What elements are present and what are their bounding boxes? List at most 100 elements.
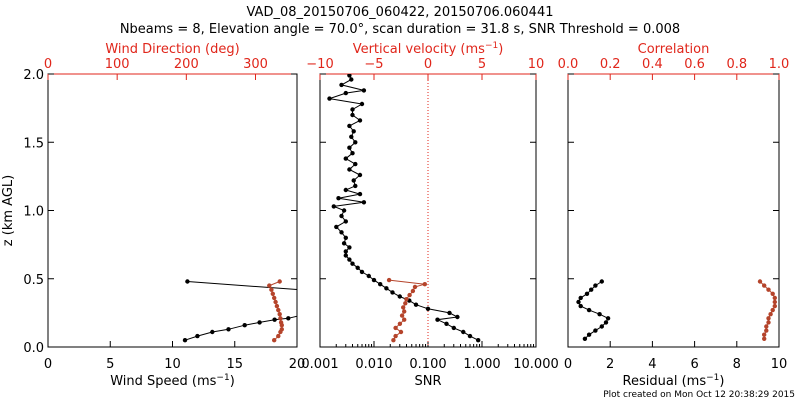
data-point	[331, 204, 336, 209]
data-point	[766, 320, 771, 325]
data-point	[267, 283, 272, 288]
top-tick-label: 0.2	[600, 57, 621, 72]
title-line-1: VAD_08_20150706_060422, 20150706.060441	[247, 5, 554, 20]
top-tick-label: 0	[424, 57, 432, 72]
data-point	[586, 307, 592, 313]
data-point	[272, 338, 277, 343]
top-tick-label: 300	[243, 57, 268, 72]
x-tick-label: 0.100	[409, 357, 446, 372]
data-point	[378, 282, 383, 287]
x-axis-label: Residual (ms−1)	[623, 373, 725, 389]
data-point	[447, 310, 452, 316]
data-point	[341, 208, 347, 213]
data-point	[226, 327, 231, 332]
data-point	[402, 317, 407, 322]
top-tick-label: 0.6	[684, 57, 705, 72]
data-point	[343, 249, 348, 254]
data-point	[339, 82, 344, 88]
x-tick-label: 10	[164, 357, 181, 372]
data-point	[772, 295, 777, 301]
data-point	[182, 338, 188, 343]
x-tick-label: 5	[106, 357, 114, 372]
data-point	[768, 312, 773, 317]
x-tick-label: 20	[289, 357, 306, 372]
data-point	[410, 288, 416, 294]
x-tick-label: 2	[606, 357, 614, 372]
top-tick-label: −10	[306, 57, 333, 72]
data-point	[276, 333, 281, 339]
data-point	[435, 317, 440, 322]
data-point	[413, 302, 419, 307]
data-point	[336, 196, 341, 201]
footer-timestamp: Plot created on Mon Oct 12 20:38:29 2015	[603, 390, 795, 400]
data-point	[361, 88, 367, 93]
data-point	[347, 245, 352, 250]
x-tick-label: 0	[44, 357, 52, 372]
y-tick-label: 0.5	[23, 273, 44, 288]
x-tick-label: 10	[771, 357, 788, 372]
plot-frame	[47, 73, 298, 348]
top-tick-label: 100	[105, 57, 130, 72]
data-point	[359, 101, 365, 107]
data-point	[327, 96, 332, 101]
data-point	[272, 317, 277, 322]
data-point	[401, 305, 406, 310]
data-point	[399, 313, 405, 318]
data-point	[279, 327, 284, 332]
y-tick-label: 0.0	[23, 341, 44, 356]
data-point	[277, 279, 282, 284]
x-tick-label: 0	[564, 357, 572, 372]
data-point	[403, 301, 408, 306]
data-point	[350, 151, 355, 156]
x-tick-label: 8	[733, 357, 741, 372]
data-point	[764, 324, 769, 329]
data-point	[366, 273, 371, 279]
series-line-vertical-velocity	[389, 279, 425, 341]
x-axis-label: SNR	[414, 374, 441, 389]
data-point	[603, 320, 609, 325]
data-point	[766, 287, 771, 292]
data-point	[467, 333, 473, 339]
data-point	[353, 183, 358, 189]
data-point	[357, 191, 363, 197]
data-point	[359, 269, 365, 275]
data-point	[599, 279, 604, 284]
data-point	[391, 338, 396, 343]
data-point	[597, 312, 602, 317]
data-point	[272, 295, 277, 301]
data-point	[269, 287, 274, 292]
top-tick-label: 0.8	[726, 57, 747, 72]
data-point	[451, 325, 456, 331]
data-point	[357, 118, 363, 123]
data-point	[393, 333, 398, 339]
data-point	[371, 277, 377, 283]
top-tick-label: 200	[174, 57, 199, 72]
data-point	[770, 291, 775, 296]
x-axis-label: Wind Speed (ms−1)	[110, 373, 235, 389]
data-point	[764, 328, 769, 333]
data-point	[339, 213, 344, 219]
series-group	[182, 279, 297, 343]
data-point	[407, 292, 412, 298]
data-point	[343, 253, 348, 258]
top-tick-label: 0	[44, 57, 52, 72]
data-point	[393, 325, 398, 331]
data-point	[257, 320, 262, 325]
data-point	[476, 338, 481, 343]
data-point	[349, 77, 354, 82]
x-tick-label: 6	[690, 357, 698, 372]
data-point	[341, 241, 347, 246]
data-point	[444, 321, 449, 326]
panel-residual: 0 2 4 6 8 10 Residual (ms−1) 0.0 0.2 0.4 0.6 0.8 1.0…	[558, 42, 790, 389]
data-point	[766, 316, 771, 321]
data-point	[347, 123, 352, 129]
data-point	[185, 279, 190, 284]
x-tick-label: 4	[648, 357, 656, 372]
data-point	[586, 332, 592, 337]
data-point	[589, 287, 594, 292]
data-point	[412, 284, 418, 290]
data-point	[343, 219, 348, 224]
data-point	[762, 332, 767, 337]
data-point	[770, 307, 775, 313]
data-point	[576, 299, 581, 305]
